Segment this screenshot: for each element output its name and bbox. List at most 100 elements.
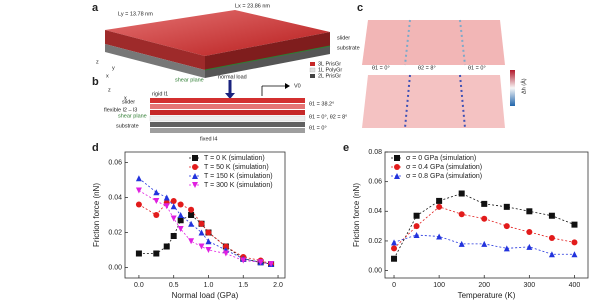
marker: [526, 243, 533, 250]
y-tick-label: 0.04: [368, 208, 382, 215]
layer-label: substrate: [116, 123, 139, 129]
legend-swatch: [309, 67, 316, 73]
marker: [153, 250, 160, 257]
x-tick-label: 2.0: [273, 282, 283, 289]
marker: [177, 217, 184, 224]
marker: [188, 220, 195, 227]
marker: [198, 229, 205, 236]
angle-label: θ1 = 0°: [468, 65, 486, 71]
dimension-label: Lx = 23.86 nm: [235, 3, 270, 9]
marker: [163, 203, 170, 210]
panel-c: c θ1 = 0° θ2 = 8° θ1 = 0° Δh (Å): [357, 2, 527, 129]
marker: [458, 240, 465, 247]
series-line: [138, 190, 272, 265]
substrate-front: [205, 46, 330, 78]
moire-plane: [362, 75, 505, 128]
marker: [394, 164, 400, 170]
panel-label: d: [92, 142, 99, 154]
angle-label: θ1 = 38.2°: [309, 101, 334, 107]
x-tick-label: 0.5: [169, 282, 179, 289]
marker: [481, 215, 488, 222]
shear-plane-line: [204, 45, 331, 71]
series-line: [138, 214, 272, 265]
domain-wall: [459, 74, 466, 129]
axis-letter: y: [112, 65, 115, 71]
panel-label: c: [357, 2, 363, 14]
legend-text: σ = 0.4 GPa (simulation): [406, 164, 482, 171]
x-tick-label: 100: [433, 282, 445, 289]
layer-label: shear plane: [175, 77, 204, 83]
x-axis-label: Normal load (GPa): [172, 291, 239, 300]
marker: [205, 229, 212, 236]
y-tick-label: 0.08: [368, 149, 382, 156]
marker: [135, 201, 142, 208]
marker: [394, 155, 400, 161]
velocity-arrow-head: [285, 83, 290, 89]
marker: [481, 200, 488, 207]
marker: [458, 190, 465, 197]
marker: [135, 175, 142, 182]
legend-text: T = 0 K (simulation): [204, 155, 265, 162]
axis-letter: x: [106, 73, 109, 79]
x-tick-label: 1.0: [204, 282, 214, 289]
marker: [222, 243, 229, 250]
marker: [391, 245, 398, 252]
marker: [153, 212, 160, 218]
legend-text: 1L PolyGr: [318, 67, 342, 73]
x-axis-label: Temperature (K): [458, 291, 516, 300]
y-tick-label: 0.02: [368, 238, 382, 245]
legend-text: T = 300 K (simulation): [204, 182, 273, 189]
x-tick-label: 1.5: [238, 282, 248, 289]
slider-top: [105, 10, 330, 56]
atom-layer: [150, 128, 305, 133]
dimension-label: Ly = 13.78 nm: [118, 11, 153, 17]
marker: [413, 232, 420, 239]
marker: [458, 211, 465, 218]
marker: [198, 220, 205, 227]
panel-label: e: [343, 142, 349, 154]
marker: [503, 203, 510, 210]
angle-label: θ2 = 8°: [418, 65, 436, 71]
marker: [188, 212, 195, 218]
legend-swatch: [310, 62, 315, 66]
slider-side: [105, 30, 205, 70]
load-arrow-head: [225, 93, 235, 99]
x-tick-label: 200: [478, 282, 490, 289]
marker: [571, 251, 578, 258]
x-tick-label: 400: [569, 282, 581, 289]
y-tick-label: 0.02: [108, 229, 122, 236]
atom-layer: [150, 110, 305, 115]
y-tick-label: 0.00: [368, 267, 382, 274]
y-tick-label: 0.06: [108, 159, 122, 166]
marker: [205, 238, 212, 245]
layer-label: slider: [337, 35, 350, 41]
marker: [135, 187, 142, 194]
panel-b: b z x normal load V0 rigid l1 flexible l…: [92, 74, 347, 142]
atom-layer: [150, 98, 305, 103]
colorbar-label: Δh (Å): [520, 78, 527, 94]
layer-label: slider: [122, 99, 135, 105]
legend-text: T = 50 K (simulation): [204, 164, 269, 171]
substrate-side: [105, 44, 205, 78]
atom-layer: [149, 115, 306, 122]
legend-swatch: [310, 74, 315, 78]
marker: [192, 155, 198, 161]
colorbar: [510, 70, 515, 106]
atom-layer: [150, 104, 305, 109]
marker: [153, 198, 160, 204]
marker: [481, 240, 488, 247]
marker: [413, 223, 420, 230]
marker: [135, 250, 142, 257]
marker: [503, 223, 510, 230]
panel-label: b: [92, 76, 99, 88]
angle-label: θ1 = 0°: [372, 65, 390, 71]
legend-text: T = 150 K (simulation): [204, 173, 273, 180]
marker: [526, 208, 533, 215]
marker: [268, 261, 275, 267]
marker: [240, 257, 247, 264]
series-line: [138, 177, 272, 265]
legend-text: σ = 0 GPa (simulation): [406, 155, 476, 162]
marker: [192, 173, 198, 179]
marker: [503, 245, 510, 252]
